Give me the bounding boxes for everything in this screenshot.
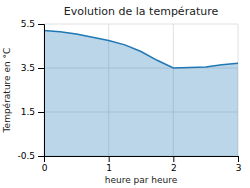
area [44, 31, 238, 156]
y-tick-mark [38, 156, 44, 157]
grid [44, 24, 238, 156]
x-tick-mark [173, 156, 174, 162]
chart: 0 1 2 3 -0.5 1.5 3.5 5.5 Evolution de la tempéra… [0, 0, 250, 188]
y-axis-title: Température en °C [2, 48, 12, 134]
x-tick: 1 [106, 156, 112, 173]
y-tick-mark [38, 24, 44, 25]
x-tick-mark [109, 156, 110, 162]
x-axis-title: heure par heure [105, 175, 178, 185]
line [44, 31, 238, 68]
y-tick-mark [38, 112, 44, 113]
x-tick: 3 [236, 156, 242, 173]
y-tick-label: 1.5 [21, 107, 35, 117]
plot: 0 1 2 3 -0.5 1.5 3.5 5.5 [17, 19, 241, 173]
y-tick-label: 5.5 [21, 19, 35, 29]
y-axis: -0.5 1.5 3.5 5.5 [17, 19, 44, 161]
x-tick: 2 [171, 156, 177, 173]
x-tick-mark [238, 156, 239, 162]
y-tick: -0.5 [17, 151, 44, 161]
title: Evolution de la température [64, 5, 219, 18]
y-tick: 5.5 [21, 19, 44, 29]
x-axis: 0 1 2 3 [42, 156, 242, 173]
y-tick: 3.5 [21, 63, 44, 73]
y-tick-mark [38, 68, 44, 69]
x-tick-label: 0 [42, 163, 48, 173]
marks [44, 31, 238, 156]
x-tick-label: 1 [106, 163, 112, 173]
y-grid-line [44, 24, 238, 25]
y-tick: 1.5 [21, 107, 44, 117]
x-axis-line [45, 157, 239, 163]
y-tick-label: 3.5 [21, 63, 35, 73]
y-tick-label: -0.5 [17, 151, 35, 161]
x-tick-label: 2 [171, 163, 177, 173]
x-tick: 0 [42, 156, 48, 173]
x-tick-label: 3 [236, 163, 242, 173]
y-axis-line [38, 25, 45, 157]
